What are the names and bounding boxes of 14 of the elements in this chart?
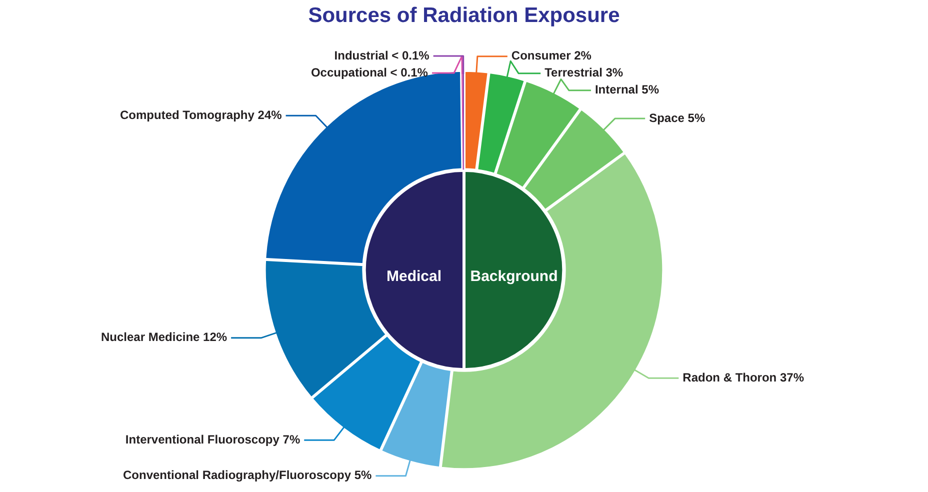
slice-label: Nuclear Medicine 12% <box>101 330 228 344</box>
slice-label: Space 5% <box>649 110 706 125</box>
slice-label: Internal 5% <box>594 82 660 97</box>
slice-label: Occupational < 0.1% <box>310 65 428 80</box>
slice-label: Consumer 2% <box>511 48 592 63</box>
chart-title: Sources of Radiation Exposure <box>307 4 621 28</box>
slice-label: Interventional Fluoroscopy 7% <box>125 432 300 446</box>
slice-label: Radon & Thoron 37% <box>682 370 804 384</box>
slice-label: Conventional Radiography/Fluoroscopy 5% <box>123 468 372 482</box>
slice-label: Computed Tomography 24% <box>120 108 282 122</box>
slice-label: Background <box>470 268 558 286</box>
slice-label: Terrestrial 3% <box>544 66 624 80</box>
slice-label: Industrial < 0.1% <box>334 48 430 62</box>
slice-label: Medical <box>386 268 442 286</box>
